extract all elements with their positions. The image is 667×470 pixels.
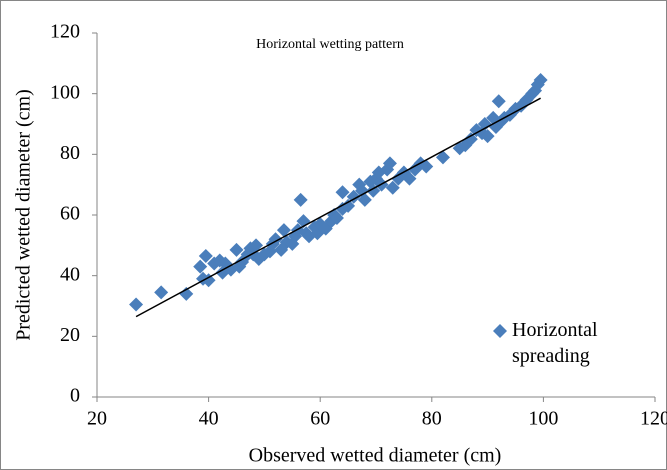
data-point <box>402 171 417 186</box>
data-point <box>491 94 506 109</box>
data-point <box>385 180 400 195</box>
data-point <box>477 117 492 131</box>
y-tick-label: 60 <box>60 203 80 225</box>
y-tick-label: 120 <box>50 21 80 43</box>
x-tick-label: 20 <box>87 408 107 430</box>
data-point <box>179 286 194 301</box>
data-point <box>335 185 350 200</box>
x-tick-label: 40 <box>199 408 219 430</box>
y-axis-label: Predicted wetted diameter (cm) <box>13 89 35 341</box>
data-point <box>201 273 216 288</box>
y-tick-label: 0 <box>70 385 80 407</box>
x-tick-label: 80 <box>422 408 442 430</box>
data-point <box>193 259 208 274</box>
data-point <box>129 297 144 312</box>
trendline <box>135 97 541 318</box>
data-point <box>435 150 450 165</box>
y-tick-label: 80 <box>60 142 80 164</box>
data-point <box>341 198 356 213</box>
data-point <box>382 156 397 171</box>
data-point <box>293 192 308 207</box>
y-tick-label: 100 <box>50 81 80 103</box>
chart-title: Horizontal wetting pattern <box>256 37 404 52</box>
legend-marker <box>493 324 507 338</box>
data-point <box>276 223 291 238</box>
data-point <box>357 192 372 207</box>
x-tick-label: 60 <box>310 408 330 430</box>
data-point <box>243 241 258 256</box>
data-point <box>419 159 434 174</box>
data-point <box>533 73 548 88</box>
y-tick-label: 40 <box>60 263 80 285</box>
data-point <box>154 285 169 300</box>
x-tick-label: 120 <box>640 408 667 430</box>
data-point <box>198 248 213 263</box>
data-point <box>249 238 264 253</box>
data-point <box>329 211 344 226</box>
data-point <box>229 242 244 257</box>
data-point <box>463 132 478 147</box>
data-point <box>480 129 495 144</box>
x-axis-label: Observed wetted diameter (cm) <box>249 445 502 467</box>
x-tick-label: 100 <box>528 408 558 430</box>
y-tick-label: 20 <box>60 324 80 346</box>
legend-label: Horizontal spreading <box>512 319 598 367</box>
